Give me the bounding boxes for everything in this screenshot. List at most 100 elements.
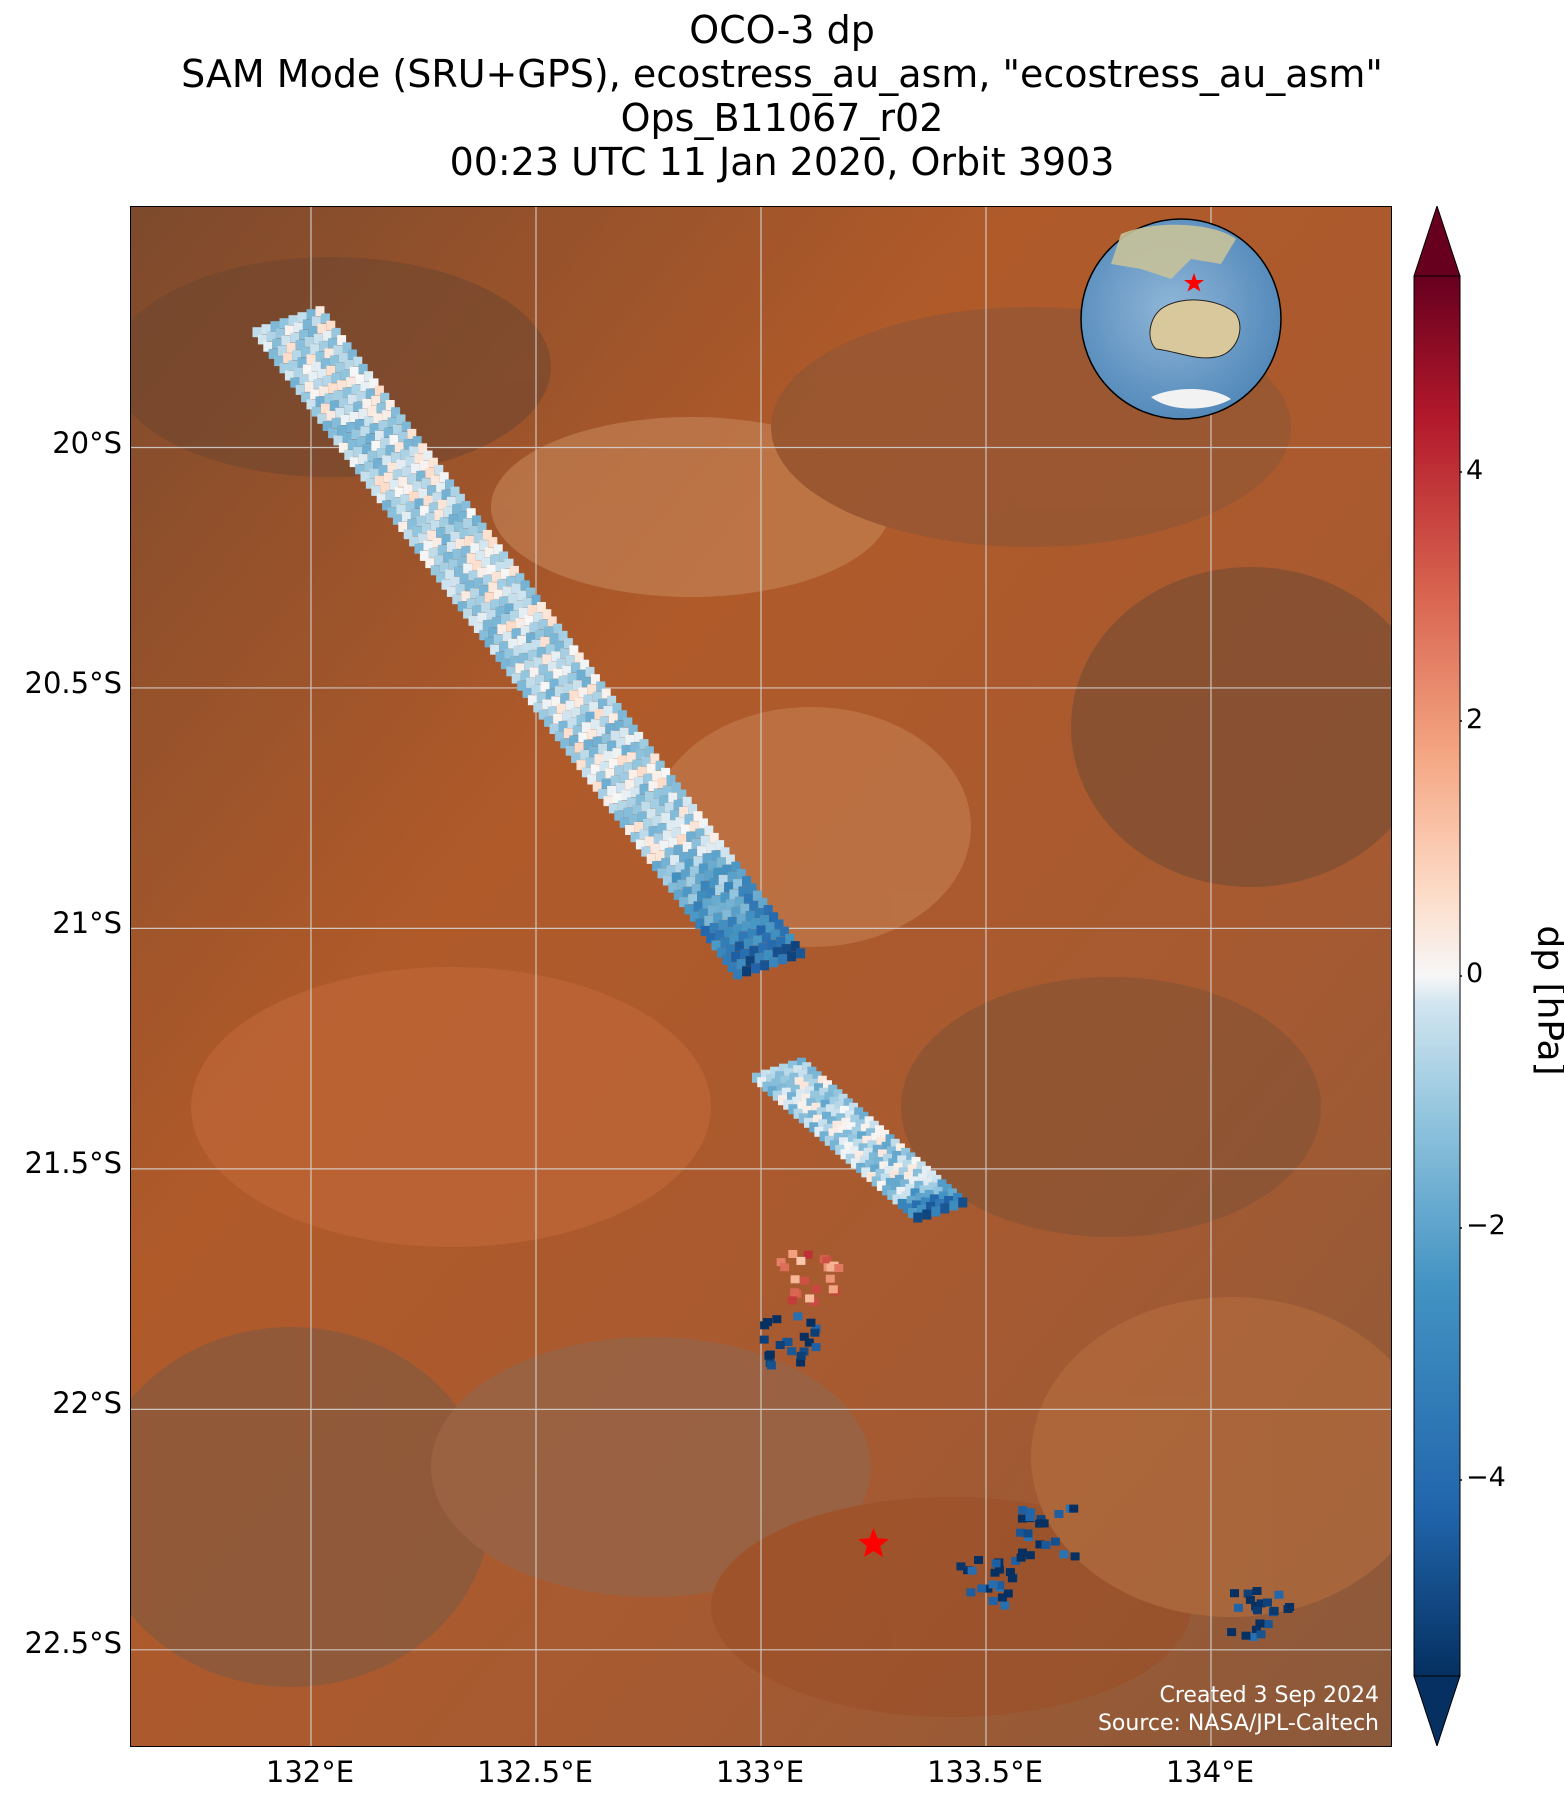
dp-sounding: [457, 556, 467, 567]
dp-sounding: [664, 802, 674, 813]
dp-sounding: [790, 941, 800, 952]
dp-sounding: [592, 781, 602, 792]
dp-sounding: [594, 709, 604, 719]
dp-sounding: [279, 363, 289, 374]
dp-sounding: [698, 908, 708, 919]
dp-sounding: [677, 789, 687, 800]
dp-sounding: [914, 1180, 924, 1191]
dp-sounding: [845, 1110, 855, 1121]
dp-sounding: [371, 440, 381, 451]
dp-sounding: [308, 326, 318, 337]
dp-sounding: [709, 877, 719, 888]
dp-sounding: [504, 648, 514, 659]
dp-sounding: [883, 1153, 893, 1164]
dp-sounding: [725, 944, 735, 955]
dp-sounding: [281, 335, 291, 346]
dp-sounding: [693, 901, 703, 912]
dp-sounding: [1000, 1601, 1010, 1610]
dp-sounding: [803, 1250, 813, 1259]
dp-sounding: [910, 1188, 920, 1199]
dp-sounding: [848, 1134, 857, 1145]
dp-sounding: [691, 838, 701, 849]
dp-sounding: [576, 715, 586, 725]
dp-sounding: [446, 541, 456, 552]
dp-sounding: [328, 383, 338, 394]
dp-sounding: [581, 767, 591, 778]
dp-sounding: [766, 1074, 776, 1085]
dp-sounding: [385, 445, 395, 456]
dp-sounding: [549, 678, 559, 689]
dp-sounding: [601, 733, 611, 744]
map-panel[interactable]: Created 3 Sep 2024 Source: NASA/JPL-Calt…: [130, 206, 1392, 1747]
dp-sounding: [1227, 1628, 1237, 1637]
dp-sounding: [322, 375, 332, 386]
dp-sounding: [796, 948, 806, 959]
dp-sounding: [850, 1158, 860, 1169]
dp-sounding: [799, 1332, 809, 1341]
dp-sounding: [682, 796, 692, 807]
dp-sounding: [1025, 1551, 1035, 1560]
dp-sounding: [799, 1347, 809, 1356]
dp-sounding: [371, 395, 381, 406]
dp-sounding: [436, 572, 446, 583]
dp-sounding: [396, 414, 406, 425]
dp-sounding: [898, 1167, 908, 1178]
dp-sounding: [857, 1131, 866, 1142]
dp-sounding: [479, 540, 489, 551]
dp-sounding: [832, 1120, 842, 1131]
dp-sounding: [367, 451, 377, 462]
dp-sounding: [704, 870, 714, 881]
dp-sounding: [722, 864, 732, 875]
dp-sounding: [608, 803, 618, 814]
dp-sounding: [906, 1195, 916, 1206]
dp-sounding: [382, 500, 392, 511]
dp-sounding: [734, 896, 744, 907]
dp-sounding: [662, 830, 672, 841]
dp-sounding: [562, 665, 572, 676]
dp-sounding: [742, 876, 752, 887]
dp-sounding: [608, 713, 618, 724]
dp-sounding: [506, 576, 516, 587]
dp-sounding: [355, 464, 365, 475]
dp-sounding: [661, 767, 671, 778]
dp-sounding: [767, 939, 777, 950]
dp-sounding: [522, 642, 532, 653]
dp-sounding: [414, 453, 424, 464]
dp-sounding: [418, 488, 428, 499]
dp-sounding: [923, 1177, 933, 1188]
dp-sounding: [434, 510, 444, 520]
dp-sounding: [394, 487, 404, 498]
dp-sounding: [788, 1104, 798, 1115]
dp-sounding: [520, 625, 530, 636]
dp-sounding: [1252, 1587, 1262, 1595]
dp-sounding: [641, 801, 651, 812]
dp-sounding: [1005, 1568, 1015, 1577]
dp-sounding: [693, 811, 703, 822]
dp-sounding: [430, 565, 440, 576]
dp-sounding: [486, 609, 496, 620]
dp-sounding: [463, 518, 473, 529]
dp-sounding: [383, 472, 393, 483]
dp-sounding: [466, 598, 476, 609]
dp-sounding: [749, 945, 759, 956]
dp-sounding: [736, 914, 746, 924]
dp-sounding: [796, 1351, 806, 1360]
dp-sounding: [747, 928, 757, 939]
dp-sounding: [659, 795, 669, 806]
dp-sounding: [743, 938, 753, 949]
dp-sounding: [884, 1165, 894, 1176]
dp-sounding: [432, 537, 442, 548]
dp-sounding: [628, 724, 638, 735]
dp-sounding: [787, 951, 797, 962]
dp-sounding: [1011, 1556, 1021, 1565]
dp-sounding: [450, 531, 460, 542]
dp-sounding: [829, 1096, 839, 1107]
dp-sounding: [709, 923, 719, 933]
dp-sounding: [844, 1141, 854, 1152]
dp-sounding: [689, 821, 699, 832]
dp-sounding: [940, 1203, 950, 1214]
dp-sounding: [879, 1161, 889, 1172]
dp-sounding: [369, 423, 379, 434]
dp-sounding: [277, 345, 287, 356]
dp-sounding: [769, 912, 779, 923]
